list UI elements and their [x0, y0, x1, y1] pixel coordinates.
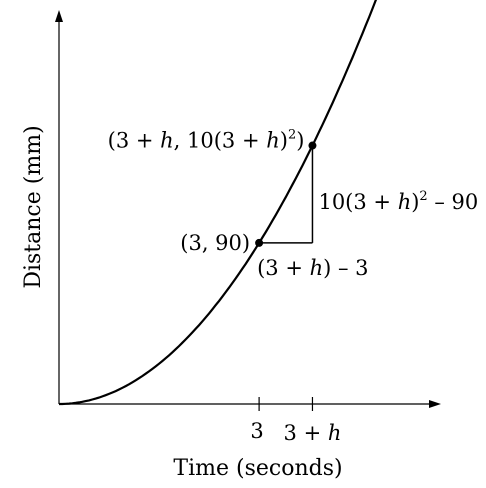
point-label-3-90: (3, 90) [180, 231, 250, 255]
x-tick-label-3: 3 [250, 419, 263, 443]
point-3-plus-h [308, 141, 317, 150]
y-axis-arrow [55, 10, 63, 22]
rise-annotation: 10(3 + h)2 – 90 [318, 189, 478, 214]
point-3-90 [255, 238, 264, 247]
x-tick-label-3-plus-h: 3 + h [284, 421, 342, 445]
y-axis-title: Distance (mm) [21, 125, 46, 288]
distance-curve [59, 0, 378, 406]
run-annotation: (3 + h) – 3 [257, 256, 368, 280]
x-axis-title: Time (seconds) [173, 456, 342, 481]
point-label-3-plus-h: (3 + h, 10(3 + h)2) [108, 128, 305, 153]
x-axis-arrow [429, 400, 441, 408]
